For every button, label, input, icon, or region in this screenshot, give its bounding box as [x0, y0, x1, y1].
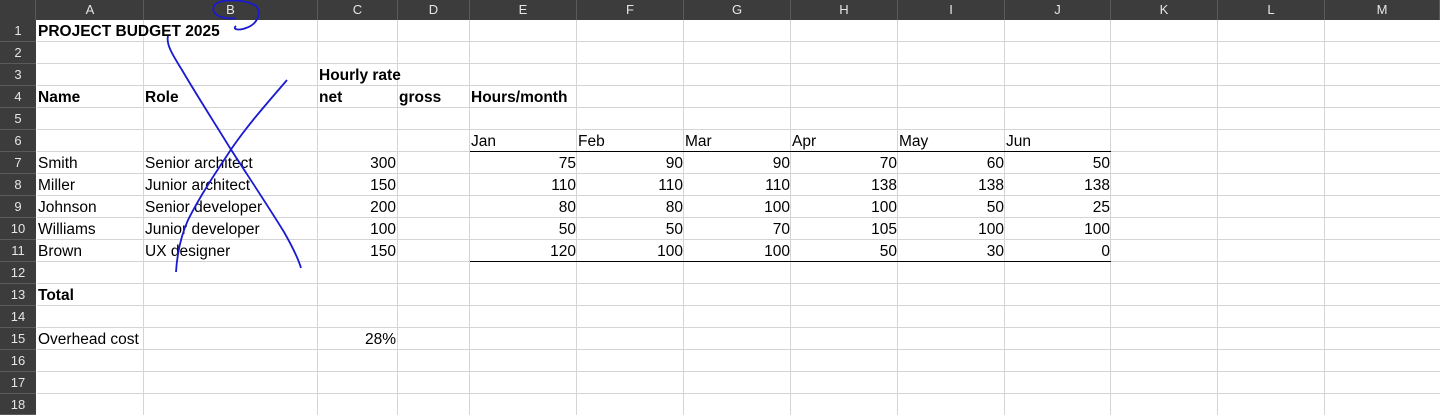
cell-name[interactable]: Johnson: [38, 199, 97, 216]
name-header[interactable]: Name: [38, 89, 81, 106]
net-header[interactable]: net: [319, 89, 343, 106]
gross-header[interactable]: gross: [399, 89, 442, 106]
cell-hours[interactable]: 50: [879, 243, 897, 260]
row-header-2[interactable]: 2: [0, 42, 36, 64]
cell-rate[interactable]: 300: [370, 155, 396, 172]
row-header-17[interactable]: 17: [0, 372, 36, 394]
cell-name[interactable]: Smith: [38, 155, 78, 172]
column-header-m[interactable]: M: [1325, 0, 1440, 20]
cell-hours[interactable]: 70: [772, 221, 790, 238]
cell-role[interactable]: Junior developer: [145, 221, 260, 238]
cell-hours[interactable]: 100: [764, 199, 790, 216]
row-header-1[interactable]: 1: [0, 20, 36, 42]
cell-rate[interactable]: 100: [370, 221, 396, 238]
column-header-l[interactable]: L: [1218, 0, 1325, 20]
cell-hours[interactable]: 138: [1084, 177, 1110, 194]
overhead-label[interactable]: Overhead cost: [38, 331, 139, 348]
cell-name[interactable]: Miller: [38, 177, 76, 194]
row-header-18[interactable]: 18: [0, 394, 36, 415]
cell-hours[interactable]: 75: [558, 155, 576, 172]
cell-hours[interactable]: 120: [550, 243, 576, 260]
row-header-4[interactable]: 4: [0, 86, 36, 108]
month-may[interactable]: May: [899, 133, 929, 150]
cell-hours[interactable]: 138: [871, 177, 897, 194]
cell-hours[interactable]: 100: [764, 243, 790, 260]
cell-hours[interactable]: 50: [986, 199, 1004, 216]
cell-hours[interactable]: 70: [879, 155, 897, 172]
table-bottom-border: [470, 261, 1111, 262]
cell-hours[interactable]: 100: [657, 243, 683, 260]
cell-name[interactable]: Williams: [38, 221, 96, 238]
overhead-value[interactable]: 28%: [364, 331, 396, 348]
month-jan[interactable]: Jan: [471, 133, 496, 150]
month-jun[interactable]: Jun: [1006, 133, 1031, 150]
cell-rate[interactable]: 150: [370, 177, 396, 194]
column-header-e[interactable]: E: [470, 0, 577, 20]
cell-hours[interactable]: 105: [871, 221, 897, 238]
cell-hours[interactable]: 138: [978, 177, 1004, 194]
hours-month-header[interactable]: Hours/month: [471, 89, 568, 106]
row-header-5[interactable]: 5: [0, 108, 36, 130]
column-header-i[interactable]: I: [898, 0, 1005, 20]
row-header-12[interactable]: 12: [0, 262, 36, 284]
column-header-c[interactable]: C: [318, 0, 398, 20]
cell-hours[interactable]: 110: [658, 177, 683, 194]
month-apr[interactable]: Apr: [792, 133, 817, 150]
role-header[interactable]: Role: [145, 89, 179, 106]
cell-hours[interactable]: 90: [665, 155, 683, 172]
cell-hours[interactable]: 90: [772, 155, 790, 172]
total-label[interactable]: Total: [38, 287, 74, 304]
row-header-10[interactable]: 10: [0, 218, 36, 240]
cell-hours[interactable]: 100: [871, 199, 897, 216]
cell-hours[interactable]: 60: [986, 155, 1004, 172]
column-header-k[interactable]: K: [1111, 0, 1218, 20]
cell-name[interactable]: Brown: [38, 243, 82, 260]
column-header-d[interactable]: D: [398, 0, 470, 20]
cell-hours[interactable]: 50: [665, 221, 683, 238]
row-header-9[interactable]: 9: [0, 196, 36, 218]
cell-hours[interactable]: 50: [1092, 155, 1110, 172]
cell-hours[interactable]: 100: [978, 221, 1004, 238]
cell-hours[interactable]: 80: [665, 199, 683, 216]
row-header-8[interactable]: 8: [0, 174, 36, 196]
column-header-g[interactable]: G: [684, 0, 791, 20]
row-header-14[interactable]: 14: [0, 306, 36, 328]
cell-hours[interactable]: 25: [1092, 199, 1110, 216]
cell-role[interactable]: Senior developer: [145, 199, 263, 216]
row-header-11[interactable]: 11: [0, 240, 36, 262]
column-header-bar: [0, 0, 1440, 20]
cell-hours[interactable]: 80: [558, 199, 576, 216]
cell-hours[interactable]: 110: [551, 177, 576, 194]
row-header-16[interactable]: 16: [0, 350, 36, 372]
table-top-border: [470, 151, 1111, 152]
cell-hours[interactable]: 50: [558, 221, 576, 238]
cell-rate[interactable]: 150: [370, 243, 396, 260]
cell-hours[interactable]: 30: [986, 243, 1004, 260]
column-header-a[interactable]: A: [37, 0, 144, 20]
select-all-corner[interactable]: [0, 0, 36, 20]
cell-hours[interactable]: 100: [1084, 221, 1110, 238]
hourly-rate-header[interactable]: Hourly rate: [319, 67, 401, 84]
column-header-j[interactable]: J: [1005, 0, 1111, 20]
cell-role[interactable]: UX designer: [145, 243, 231, 260]
row-header-6[interactable]: 6: [0, 130, 36, 152]
column-header-f[interactable]: F: [577, 0, 684, 20]
cell-rate[interactable]: 200: [370, 199, 396, 216]
month-feb[interactable]: Feb: [578, 133, 605, 150]
row-header-15[interactable]: 15: [0, 328, 36, 350]
column-header-b[interactable]: B: [144, 0, 318, 20]
row-header-3[interactable]: 3: [0, 64, 36, 86]
row-header-13[interactable]: 13: [0, 284, 36, 306]
row-header-7[interactable]: 7: [0, 152, 36, 174]
cell-hours[interactable]: 0: [1101, 243, 1110, 260]
month-mar[interactable]: Mar: [685, 133, 712, 150]
cell-role[interactable]: Junior architect: [145, 177, 251, 194]
sheet-title[interactable]: PROJECT BUDGET 2025: [38, 23, 220, 40]
cell-role[interactable]: Senior architect: [145, 155, 253, 172]
cell-hours[interactable]: 110: [765, 177, 790, 194]
column-header-h[interactable]: H: [791, 0, 898, 20]
